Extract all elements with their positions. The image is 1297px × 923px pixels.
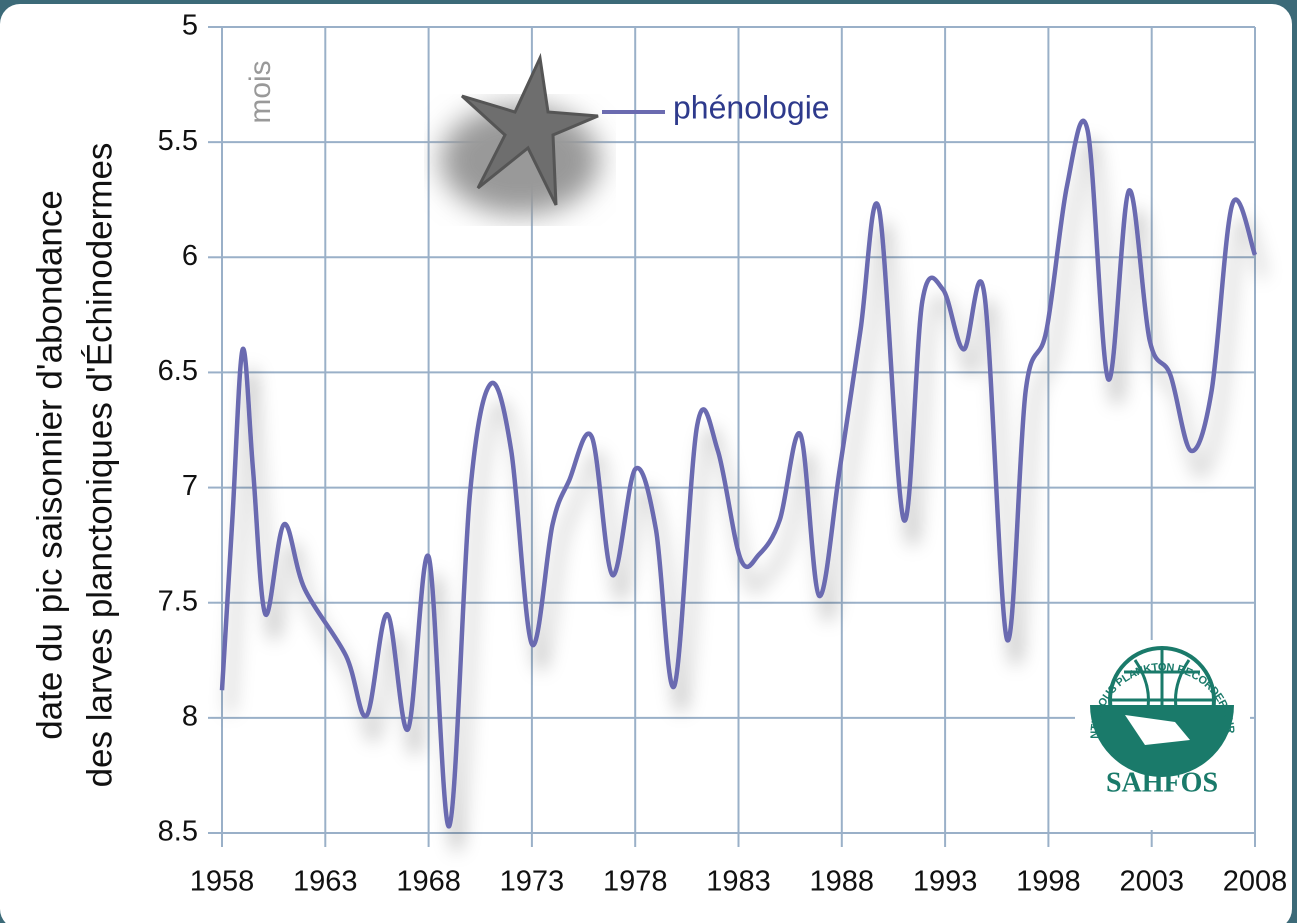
x-tick-label: 2008 <box>1223 866 1288 898</box>
y-axis-title: date du pic saisonnier d'abondance <box>30 190 69 740</box>
y-tick-label: 5 <box>182 10 198 42</box>
y-tick-label: 8.5 <box>158 816 198 848</box>
x-tick-label: 1998 <box>1016 866 1081 898</box>
x-tick-label: 1973 <box>500 866 565 898</box>
x-tick-label: 2003 <box>1119 866 1184 898</box>
y-axis-title: des larves planctoniques d'Échinodermes <box>80 143 119 788</box>
x-tick-label: 1958 <box>190 866 255 898</box>
unit-label: mois <box>244 60 277 123</box>
x-tick-label: 1978 <box>603 866 668 898</box>
x-tick-label: 1963 <box>293 866 358 898</box>
x-tick-label: 1993 <box>913 866 978 898</box>
starfish <box>440 52 600 215</box>
data-line <box>219 118 1258 829</box>
x-tick-label: 1983 <box>706 866 771 898</box>
y-tick-label: 5.5 <box>158 125 198 157</box>
y-tick-label: 6 <box>182 240 198 272</box>
legend-label: phénologie <box>673 89 830 125</box>
x-tick-label: 1988 <box>810 866 875 898</box>
y-tick-label: 6.5 <box>158 355 198 387</box>
y-tick-label: 7 <box>182 470 198 502</box>
y-tick-label: 7.5 <box>158 585 198 617</box>
logo-name: SAHFOS <box>1106 767 1218 798</box>
y-tick-label: 8 <box>182 701 198 733</box>
x-tick-label: 1968 <box>396 866 461 898</box>
panel <box>0 4 1292 923</box>
